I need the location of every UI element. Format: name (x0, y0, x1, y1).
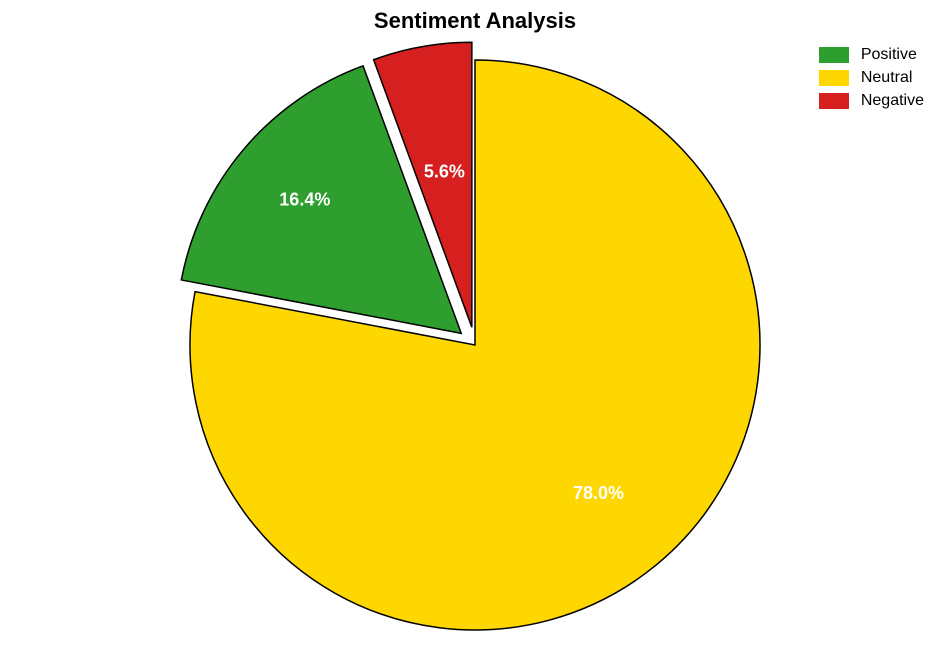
pie-svg: 78.0% 16.4% 5.6% (0, 0, 950, 662)
legend-item-positive: Positive (819, 46, 924, 64)
legend-label-positive: Positive (861, 46, 917, 64)
legend-swatch-positive (819, 47, 849, 63)
legend-item-negative: Negative (819, 92, 924, 110)
slice-label-neutral: 78.0% (573, 483, 624, 503)
legend-swatch-neutral (819, 70, 849, 86)
sentiment-pie-chart: Sentiment Analysis 78.0%16.4%5.6% Positi… (0, 0, 950, 662)
legend-item-neutral: Neutral (819, 69, 924, 87)
legend: Positive Neutral Negative (819, 46, 924, 115)
slice-label-positive: 16.4% (279, 189, 330, 209)
slice-label-negative: 5.6% (424, 162, 465, 182)
legend-label-neutral: Neutral (861, 69, 913, 87)
legend-swatch-negative (819, 93, 849, 109)
legend-label-negative: Negative (861, 92, 924, 110)
